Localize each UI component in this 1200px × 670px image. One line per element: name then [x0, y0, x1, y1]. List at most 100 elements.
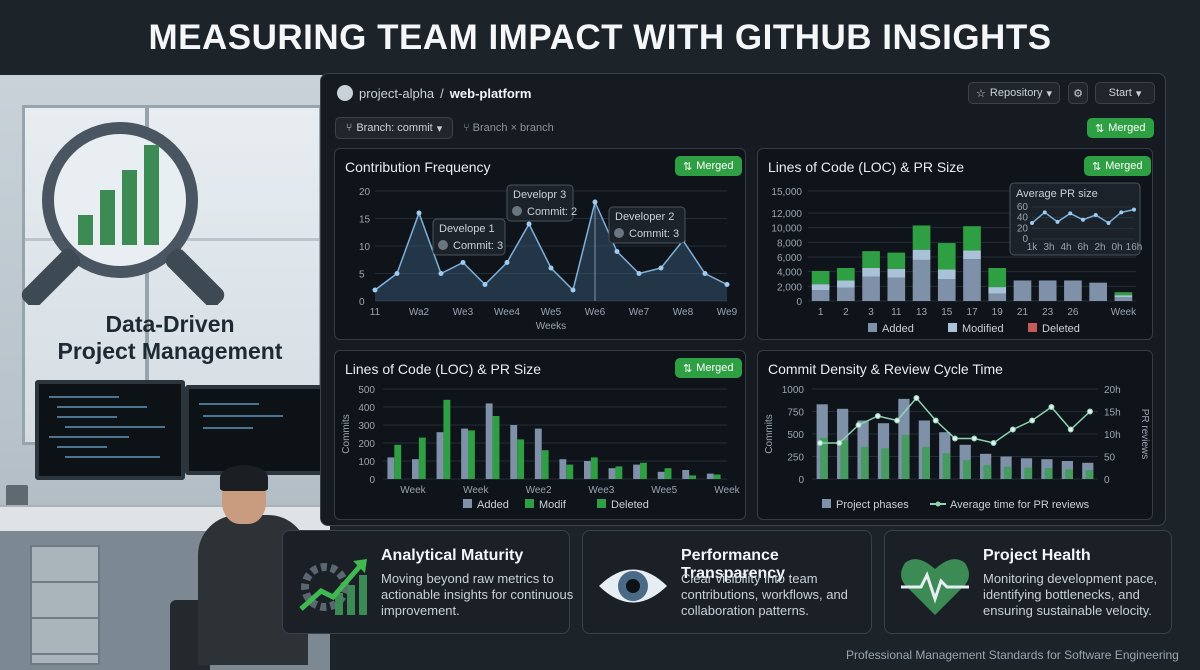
card-title: Lines of Code (LOC) & PR Size [345, 361, 542, 377]
bar-modified [912, 249, 931, 260]
merged-badge[interactable]: ⇅ Merged [1084, 156, 1151, 176]
bar-overlay [1085, 470, 1094, 479]
data-point [724, 282, 730, 287]
bar-overlay [962, 460, 971, 479]
start-button[interactable]: Start ▾ [1095, 82, 1155, 104]
merge-icon: ⇅ [1095, 122, 1105, 135]
bar-modified [988, 287, 1007, 294]
bar-deleted [937, 243, 956, 270]
y-tick-label: 20 [359, 187, 371, 198]
bar-deleted [837, 268, 855, 281]
x-tick-label: Wa2 [409, 307, 430, 318]
data-point [932, 417, 939, 424]
legend-label: Added [477, 499, 509, 511]
settings-button[interactable]: ⚙ [1068, 82, 1088, 104]
info-card-title: Analytical Maturity [381, 547, 524, 564]
bar-overlay [942, 453, 951, 479]
bar-added [862, 276, 880, 301]
x-tick-label: Week [463, 485, 489, 496]
gear-icon: ⚙ [1073, 87, 1083, 100]
avatar [438, 240, 448, 250]
inset-x-tick: 1k [1027, 242, 1039, 253]
inset-x-tick: 3h [1043, 242, 1054, 253]
bar-overlay [840, 440, 849, 479]
info-card-text: Moving beyond raw metrics to actionable … [381, 571, 574, 618]
merged-badge[interactable]: ⇅ Merged [1087, 118, 1154, 138]
info-card-project-health: Project Health Monitoring development pa… [884, 530, 1172, 634]
x-tick-label: 1 [818, 307, 824, 318]
y-tick-label: 2,000 [777, 282, 802, 293]
data-point [438, 271, 444, 276]
inset-point [1068, 211, 1073, 216]
repository-button[interactable]: ☆ Repository ▾ [968, 82, 1060, 104]
legend-marker [935, 501, 941, 507]
bar-added [887, 277, 906, 301]
legend-label: Deleted [611, 499, 649, 511]
inset-x-tick: 2h [1094, 242, 1105, 253]
inset-y-tick: 20 [1017, 223, 1029, 234]
y-axis-label: Commits [764, 414, 775, 453]
merged-badge[interactable]: ⇅ Merged [675, 156, 742, 176]
bar-added [559, 459, 567, 479]
data-point [1087, 408, 1093, 415]
legend-swatch [868, 323, 877, 332]
merged-badge[interactable]: ⇅ Merged [675, 358, 742, 378]
inset-point [1132, 207, 1136, 212]
bar-modif [689, 475, 697, 479]
data-point [836, 440, 843, 446]
inset-y-tick: 0 [1022, 234, 1028, 245]
legend-label: Deleted [1042, 323, 1080, 335]
data-point [952, 435, 958, 442]
y-tick-label: 15,000 [771, 187, 802, 198]
y2-tick-label: 20h [1104, 385, 1121, 396]
x-tick-label: 26 [1067, 307, 1079, 318]
x-tick-label: Wee4 [494, 307, 520, 318]
bar-added [1114, 297, 1133, 301]
chevron-down-icon: ▾ [1135, 87, 1142, 100]
eye-icon [599, 569, 667, 603]
legend-label: Added [882, 323, 914, 335]
plant-icon [6, 485, 28, 507]
x-tick-label: We5 [541, 307, 562, 318]
inset-x-tick: 4h [1060, 242, 1071, 253]
tooltip-name: Develope 1 [439, 223, 495, 235]
tooltip-box [432, 218, 506, 256]
repo-breadcrumb[interactable]: project-alpha / web-platform [337, 85, 531, 101]
y-tick-label: 4,000 [777, 268, 802, 279]
bar-added [411, 459, 419, 479]
data-point [372, 287, 378, 293]
branch-select[interactable]: ⑂ Branch: commit ▾ [335, 117, 453, 139]
data-point [971, 435, 978, 442]
x-tick-label: We9 [717, 307, 738, 318]
x-tick-label: We6 [585, 307, 606, 318]
data-point [416, 210, 422, 216]
page-title: MEASURING TEAM IMPACT WITH GITHUB INSIGH… [148, 18, 1052, 57]
bar-modified [937, 269, 956, 279]
x-tick-label: 21 [1017, 307, 1029, 318]
bar-modif [566, 464, 574, 479]
data-point [1009, 426, 1016, 433]
chevron-down-icon: ▾ [436, 122, 443, 135]
inset-title: Average PR size [1016, 188, 1098, 200]
data-point [1048, 404, 1055, 410]
data-point [548, 265, 554, 271]
x-tick-label: We8 [673, 307, 694, 318]
x-tick-label: Wee5 [651, 485, 677, 496]
y-tick-label: 250 [787, 453, 804, 464]
bar-deleted [963, 226, 981, 251]
data-point [1067, 426, 1074, 433]
legend-label: Modified [962, 323, 1004, 335]
bar-added [1013, 280, 1032, 301]
star-icon: ☆ [976, 87, 986, 100]
branch-compare[interactable]: ⑂ Branch × branch [463, 122, 554, 134]
inset-point [1030, 221, 1034, 225]
y-tick-label: 0 [359, 297, 365, 308]
bar-added [387, 457, 395, 479]
x-tick-label: Week [714, 485, 740, 496]
y-tick-label: 10 [359, 242, 371, 253]
bar-added [837, 287, 855, 301]
data-point [702, 271, 708, 276]
x-tick-label: Wee2 [526, 485, 552, 496]
data-point [636, 271, 642, 276]
bar-added [657, 471, 665, 479]
